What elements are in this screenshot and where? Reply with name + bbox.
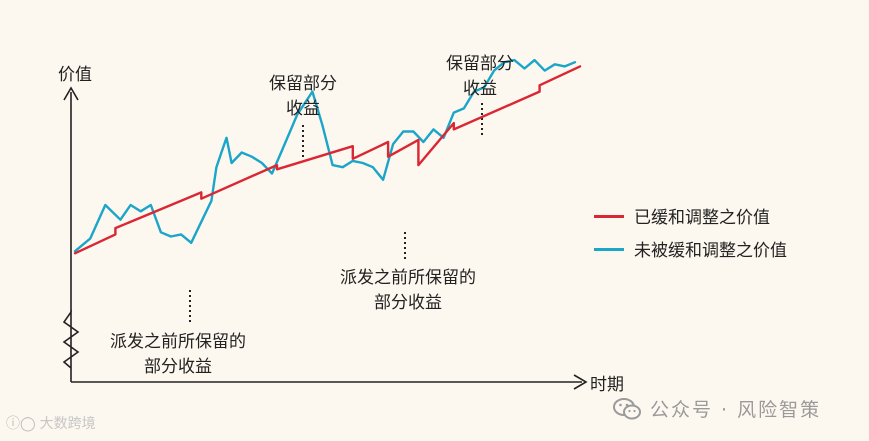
watermark-left: ⓘ◯ 大数跨境: [6, 413, 96, 433]
annotation-retained-earnings-2: 保留部分 收益: [405, 52, 555, 102]
y-axis-label: 价值: [58, 65, 92, 85]
annotation-line-1: 派发之前所保留的: [110, 332, 246, 352]
series-line-smoothed: [73, 65, 582, 255]
watermark-right: 公众号 · 风险智策: [612, 395, 821, 422]
annotation-line-2: 部分收益: [374, 293, 442, 313]
annotation-distributed-earnings-2: 派发之前所保留的 部分收益: [333, 266, 483, 316]
series-line-unsmoothed: [73, 58, 577, 253]
legend-label-smoothed: 已缓和调整之价值: [634, 208, 770, 228]
x-axis-label: 时期: [590, 375, 624, 395]
annotation-retained-earnings-1: 保留部分 收益: [228, 72, 378, 122]
y-axis-break: [62, 309, 80, 382]
x-axis-arrow: [573, 374, 588, 390]
annotation-line-2: 部分收益: [144, 357, 212, 377]
annotation-line-1: 派发之前所保留的: [340, 268, 476, 288]
legend-swatch-smoothed: [594, 215, 624, 218]
annotation-line-1: 保留部分: [446, 54, 514, 74]
annotation-line-2: 收益: [463, 79, 497, 99]
watermark-right-text: 公众号 · 风险智策: [650, 399, 822, 421]
annotation-line-1: 保留部分: [269, 74, 337, 94]
y-axis-arrow: [63, 86, 79, 101]
brand-logo-icon: ⓘ◯: [6, 416, 36, 432]
annotation-distributed-earnings-1: 派发之前所保留的 部分收益: [103, 330, 253, 380]
annotation-line-2: 收益: [286, 99, 320, 119]
watermark-left-text: 大数跨境: [39, 416, 96, 432]
legend-label-unsmoothed: 未被缓和调整之价值: [634, 241, 787, 261]
legend-swatch-unsmoothed: [594, 248, 624, 251]
wechat-icon: [613, 397, 641, 419]
